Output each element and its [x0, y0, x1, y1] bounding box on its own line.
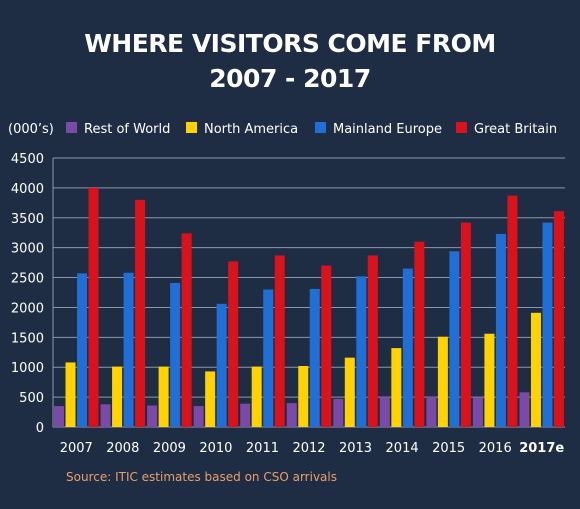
bar-2017e-1 — [519, 392, 530, 427]
bar-2015-4 — [460, 222, 471, 427]
bar-2011-4 — [274, 255, 285, 427]
bar-2012-1 — [286, 403, 297, 427]
bar-2014-1 — [379, 397, 390, 427]
chart-title-line-1: WHERE VISITORS COME FROM — [84, 29, 496, 58]
bar-2017e-3 — [542, 222, 553, 427]
x-tick-label-2012: 2012 — [292, 441, 325, 456]
bar-2010-3 — [216, 303, 227, 427]
x-tick-label-2011: 2011 — [246, 441, 279, 456]
y-tick-label-0: 0 — [36, 421, 44, 436]
x-tick-label-2009: 2009 — [153, 441, 186, 456]
bar-2008-4 — [135, 199, 146, 427]
bar-2011-2 — [251, 366, 262, 427]
legend-swatch-4 — [456, 122, 467, 133]
x-tick-label-2016: 2016 — [479, 441, 512, 456]
legend-swatch-1 — [66, 122, 77, 133]
bar-2017e-4 — [553, 211, 564, 427]
bar-2016-1 — [472, 397, 483, 427]
x-tick-label-2010: 2010 — [199, 441, 232, 456]
bar-2014-3 — [402, 268, 413, 427]
bar-2008-3 — [123, 272, 134, 427]
bar-2014-2 — [391, 348, 402, 427]
legend-swatch-3 — [315, 122, 326, 133]
bar-2013-1 — [333, 398, 344, 427]
y-tick-label-2000: 2000 — [11, 301, 44, 316]
bar-2011-3 — [263, 289, 274, 427]
bar-2009-1 — [147, 405, 158, 427]
bar-2008-1 — [100, 404, 111, 427]
y-tick-label-500: 500 — [19, 391, 44, 406]
bar-2010-1 — [193, 406, 204, 427]
bar-2007-3 — [77, 273, 88, 427]
y-tick-label-2500: 2500 — [11, 272, 44, 287]
legend-label-1: Rest of World — [84, 122, 170, 137]
bar-2014-4 — [414, 241, 425, 427]
bar-2017e-2 — [530, 312, 541, 427]
x-tick-label-2015: 2015 — [432, 441, 465, 456]
y-tick-label-1000: 1000 — [11, 361, 44, 376]
bar-2007-1 — [54, 406, 65, 427]
y-tick-label-3500: 3500 — [11, 212, 44, 227]
bar-2012-3 — [309, 288, 320, 427]
y-tick-label-4000: 4000 — [11, 182, 44, 197]
bar-2009-3 — [170, 282, 181, 427]
bar-2013-3 — [356, 276, 367, 427]
bar-2013-2 — [344, 357, 355, 427]
bar-2016-3 — [495, 233, 506, 427]
bar-2009-4 — [181, 233, 192, 427]
bar-2007-4 — [88, 187, 99, 427]
bar-2013-4 — [367, 255, 378, 427]
x-tick-label-2017e: 2017e — [519, 441, 564, 456]
legend-label-4: Great Britain — [474, 122, 557, 137]
bar-2016-4 — [507, 195, 518, 427]
bar-2015-2 — [437, 336, 448, 427]
bar-2010-4 — [228, 261, 239, 427]
bar-2012-4 — [321, 265, 332, 427]
y-axis-label: (000’s) — [8, 122, 54, 137]
y-tick-label-4500: 4500 — [11, 152, 44, 167]
x-tick-label-2014: 2014 — [386, 441, 419, 456]
bar-2010-2 — [205, 371, 216, 427]
bar-2012-2 — [298, 366, 309, 427]
bar-2008-2 — [112, 366, 123, 427]
x-tick-label-2007: 2007 — [60, 441, 93, 456]
x-tick-label-2008: 2008 — [106, 441, 139, 456]
bar-2015-1 — [426, 397, 437, 427]
x-tick-label-2013: 2013 — [339, 441, 372, 456]
bar-2011-1 — [240, 403, 251, 427]
bar-2007-2 — [65, 362, 76, 427]
bar-2016-2 — [484, 333, 495, 427]
chart-title-line-2: 2007 - 2017 — [209, 64, 371, 93]
y-tick-label-3000: 3000 — [11, 242, 44, 257]
bar-2015-3 — [449, 251, 460, 427]
source-note: Source: ITIC estimates based on CSO arri… — [66, 470, 337, 484]
bar-2009-2 — [158, 366, 169, 427]
legend-label-3: Mainland Europe — [333, 122, 442, 137]
y-tick-label-1500: 1500 — [11, 331, 44, 346]
legend-swatch-2 — [186, 122, 197, 133]
legend-label-2: North America — [204, 122, 298, 137]
chart-title: WHERE VISITORS COME FROM 2007 - 2017 — [0, 26, 580, 96]
